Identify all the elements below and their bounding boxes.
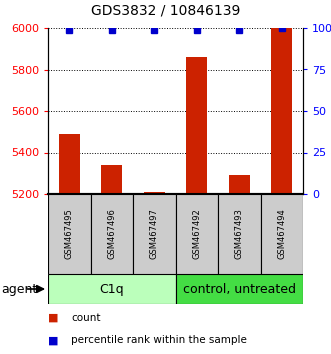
Bar: [260, 194, 303, 274]
Bar: [186, 57, 208, 194]
Text: GSM467493: GSM467493: [235, 209, 244, 259]
Text: GSM467496: GSM467496: [107, 209, 116, 259]
Text: GSM467495: GSM467495: [65, 209, 74, 259]
Text: GSM467492: GSM467492: [192, 209, 201, 259]
Bar: [48, 194, 90, 274]
Bar: [175, 274, 303, 304]
Bar: [59, 134, 80, 194]
Text: ■: ■: [48, 336, 59, 346]
Text: ■: ■: [48, 313, 59, 323]
Text: GSM467494: GSM467494: [277, 209, 286, 259]
Bar: [101, 165, 122, 194]
Text: count: count: [71, 313, 101, 323]
Bar: [144, 192, 165, 194]
Text: percentile rank within the sample: percentile rank within the sample: [71, 336, 247, 346]
Bar: [218, 194, 260, 274]
Text: C1q: C1q: [99, 282, 124, 296]
Bar: [90, 194, 133, 274]
Bar: [175, 194, 218, 274]
Text: agent: agent: [2, 282, 38, 296]
Bar: [48, 274, 175, 304]
Text: GSM467497: GSM467497: [150, 209, 159, 259]
Bar: [229, 175, 250, 194]
Bar: [133, 194, 175, 274]
Bar: [271, 28, 292, 194]
Text: control, untreated: control, untreated: [183, 282, 296, 296]
Text: GDS3832 / 10846139: GDS3832 / 10846139: [91, 4, 240, 17]
